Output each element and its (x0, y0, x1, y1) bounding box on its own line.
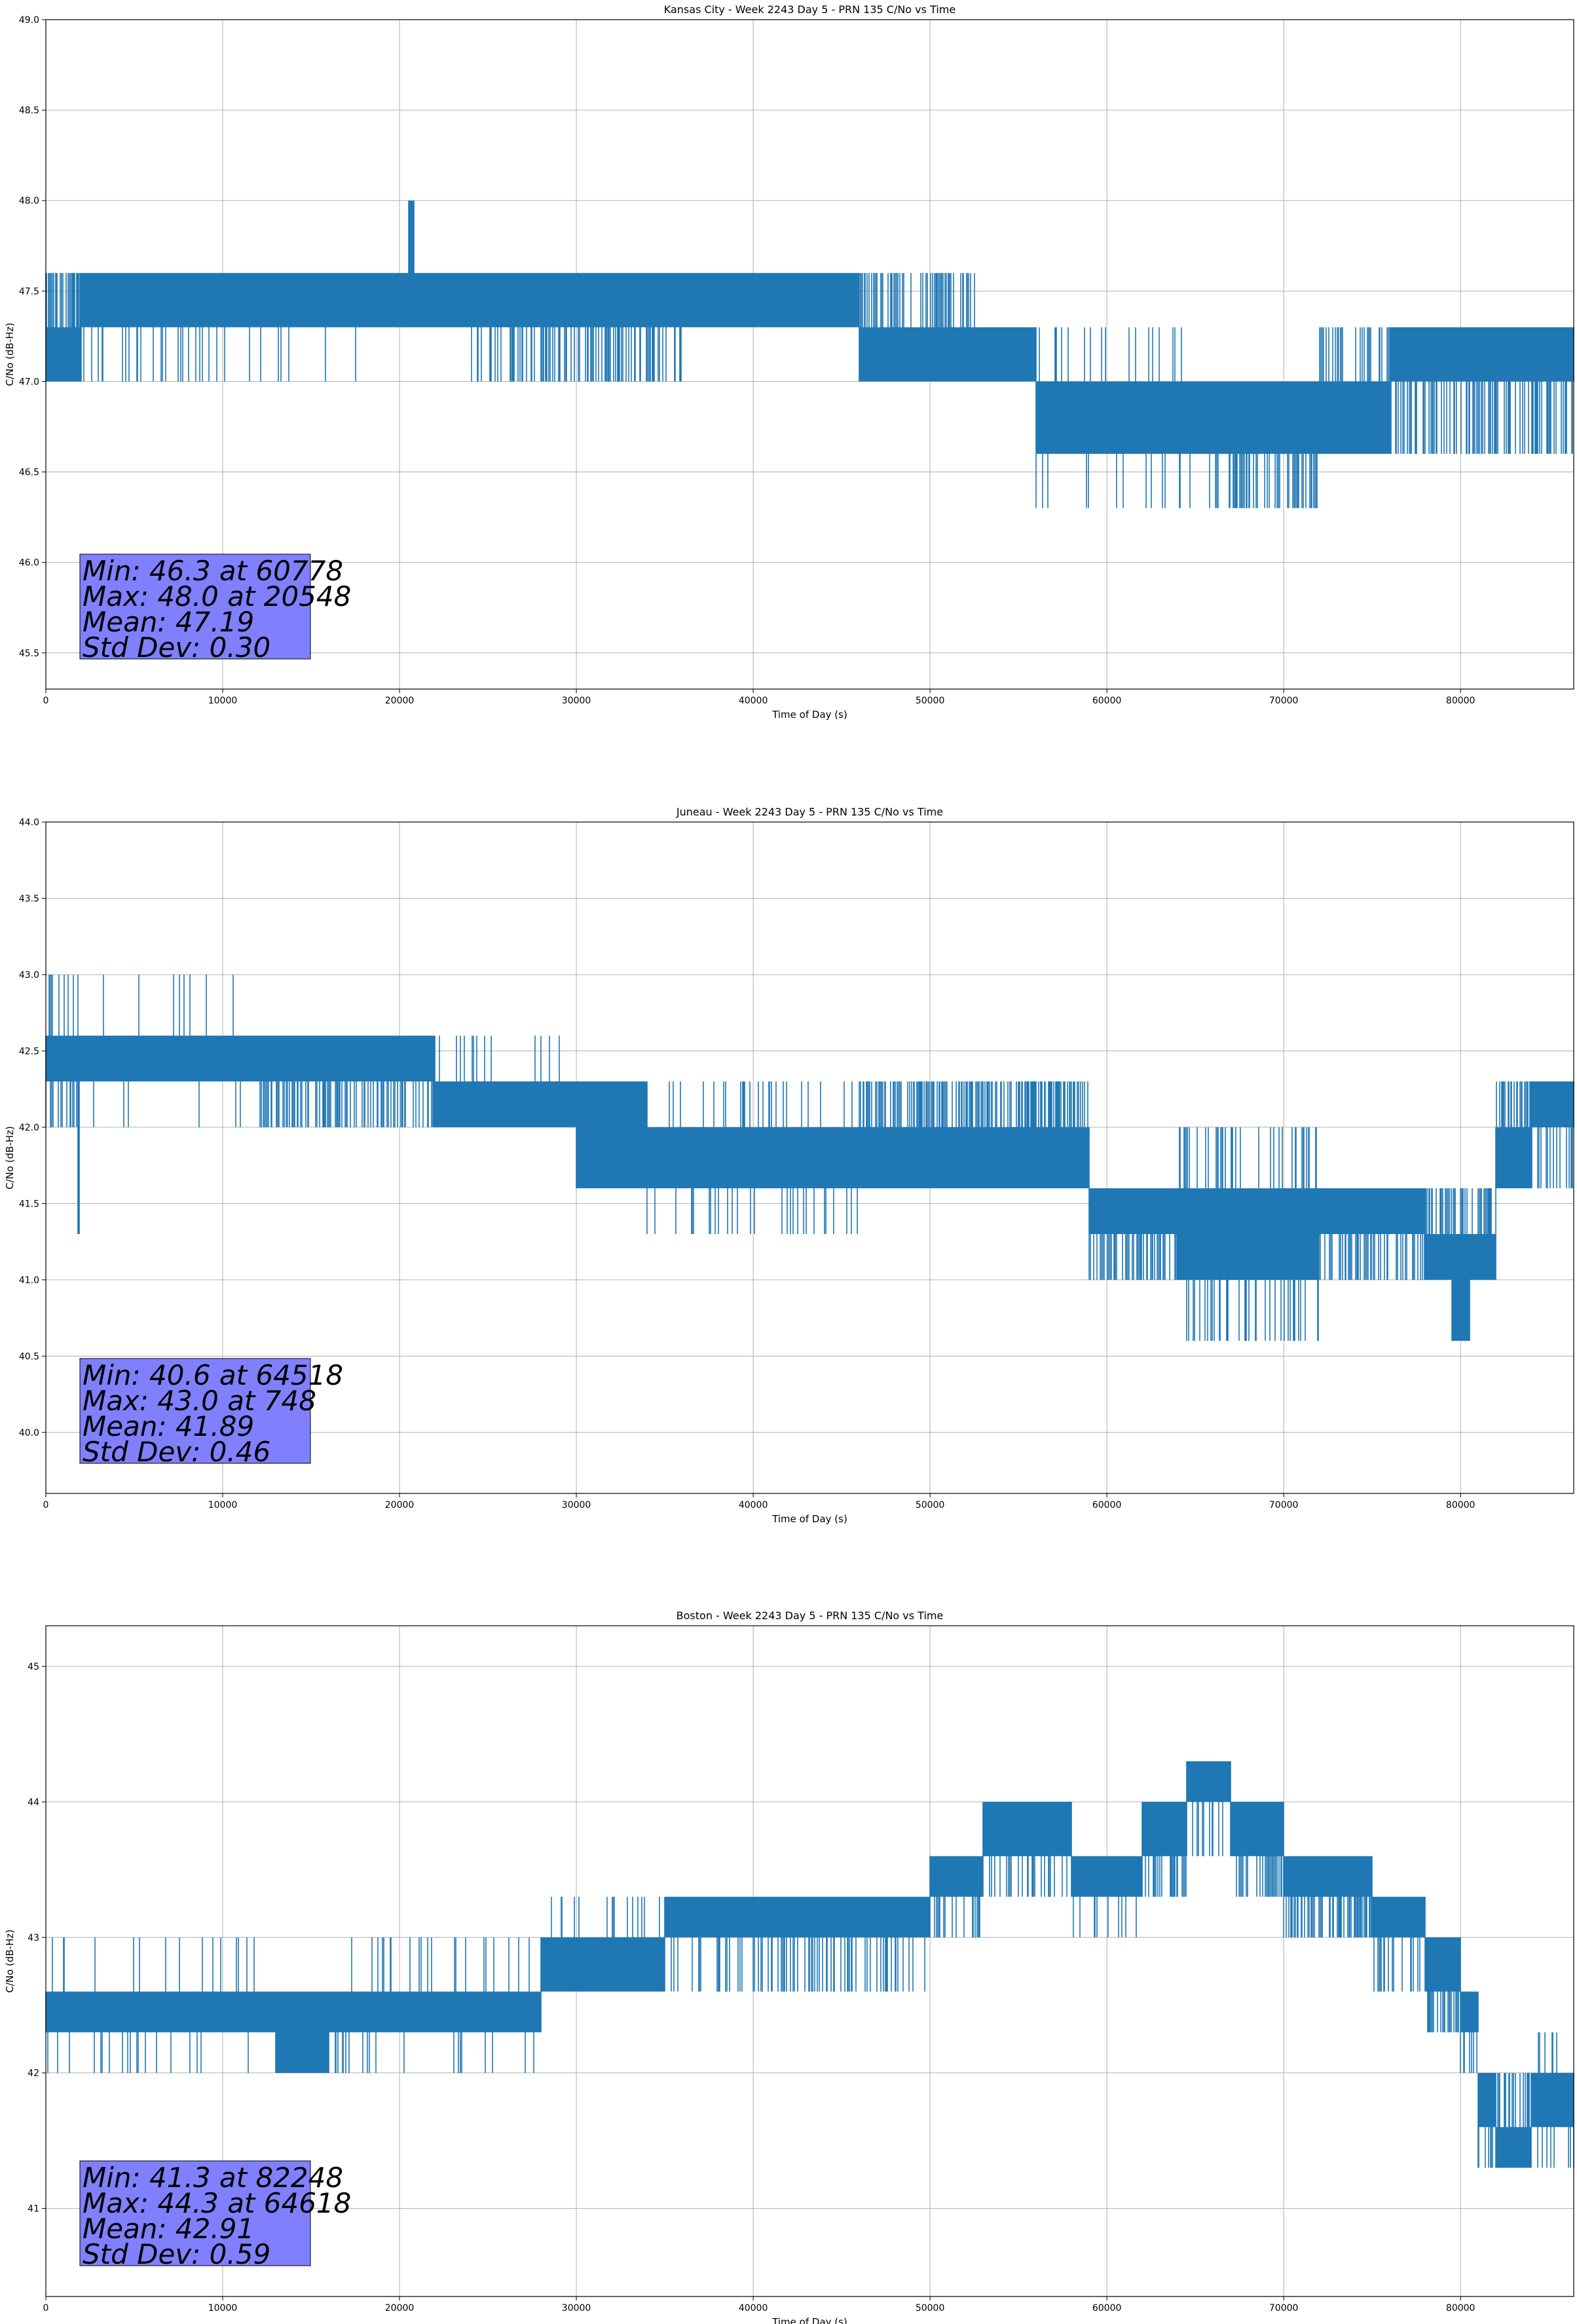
y-tick-label: 48.5 (19, 105, 39, 116)
stats-line: Max: 43.0 at 748 (83, 1385, 316, 1417)
x-tick-label: 10000 (208, 1500, 238, 1510)
x-tick-label: 30000 (562, 696, 591, 706)
x-tick-label: 30000 (562, 2303, 591, 2314)
cno-series-line (45, 1761, 1574, 2168)
stats-box (79, 2160, 311, 2266)
x-tick-label: 60000 (1092, 1500, 1122, 1510)
stats-line: Std Dev: 0.30 (83, 631, 270, 664)
y-tick-label: 46.5 (19, 468, 39, 478)
cno-series-line (45, 200, 1574, 508)
x-tick-label: 60000 (1092, 2303, 1122, 2314)
chart-1: 0 10000 20000 30000 40000 50000 60000 70000 8000… (4, 806, 1574, 1525)
y-tick-label: 42 (28, 2069, 39, 2079)
y-tick-label: 45.5 (19, 648, 39, 659)
x-tick-label: 70000 (1269, 2303, 1299, 2314)
y-tick-label: 49.0 (19, 15, 39, 26)
x-tick-label: 60000 (1092, 696, 1122, 706)
x-axis-label: Time of Day (s) (771, 709, 847, 721)
x-tick-label: 0 (43, 1500, 49, 1510)
y-tick-label: 44 (28, 1797, 39, 1808)
plot-frame (45, 821, 1574, 1494)
y-tick-label: 45 (28, 1662, 39, 1672)
x-tick-label: 30000 (562, 1500, 591, 1510)
stats-box (79, 1358, 311, 1464)
x-tick-label: 50000 (916, 2303, 945, 2314)
y-tick-label: 41 (28, 2204, 39, 2215)
stats-line: Min: 40.6 at 64518 (83, 1359, 343, 1391)
x-tick-label: 20000 (385, 696, 415, 706)
stats-line: Max: 44.3 at 64618 (83, 2187, 351, 2219)
x-tick-label: 10000 (208, 696, 238, 706)
x-tick-label: 40000 (739, 1500, 768, 1510)
x-tick-label: 0 (43, 2303, 49, 2314)
stats-line: Mean: 41.89 (83, 1410, 254, 1442)
stats-line: Mean: 42.91 (83, 2213, 254, 2245)
x-tick-label: 80000 (1446, 696, 1475, 706)
y-tick-label: 48.0 (19, 196, 39, 206)
x-tick-label: 10000 (208, 2303, 238, 2314)
y-tick-label: 46.0 (19, 558, 39, 569)
x-tick-label: 80000 (1446, 2303, 1475, 2314)
x-tick-label: 70000 (1269, 1500, 1299, 1510)
y-axis-label: C/No (dB-Hz) (4, 323, 16, 386)
plot-frame (45, 1625, 1574, 2297)
y-tick-label: 47.5 (19, 286, 39, 297)
stats-line: Mean: 47.19 (83, 606, 254, 638)
x-axis-label: Time of Day (s) (771, 1513, 847, 1525)
stats-line: Std Dev: 0.59 (83, 2238, 270, 2270)
y-tick-label: 41.5 (19, 1199, 39, 1209)
cno-series-line (45, 975, 1574, 1341)
chart-title: Juneau - Week 2243 Day 5 - PRN 135 C/No … (676, 806, 943, 818)
chart-2: 0 10000 20000 30000 40000 50000 60000 70000 8000… (4, 1609, 1574, 2324)
y-tick-label: 40.5 (19, 1351, 39, 1362)
y-tick-label: 41.0 (19, 1275, 39, 1286)
y-tick-label: 42.5 (19, 1046, 39, 1057)
y-tick-label: 43 (28, 1933, 39, 1943)
y-axis-label: C/No (dB-Hz) (4, 1126, 16, 1190)
x-tick-label: 70000 (1269, 696, 1299, 706)
x-tick-label: 0 (43, 696, 49, 706)
plot-frame (45, 19, 1574, 690)
stats-line: Min: 46.3 at 60778 (83, 555, 343, 587)
stats-box (79, 553, 311, 660)
x-tick-label: 80000 (1446, 1500, 1475, 1510)
x-tick-label: 50000 (916, 1500, 945, 1510)
x-tick-label: 40000 (739, 696, 768, 706)
chart-title: Kansas City - Week 2243 Day 5 - PRN 135 … (664, 3, 955, 16)
y-tick-label: 43.0 (19, 970, 39, 981)
y-tick-label: 47.0 (19, 377, 39, 387)
stats-line: Std Dev: 0.46 (83, 1436, 270, 1468)
x-tick-label: 20000 (385, 1500, 415, 1510)
chart-title: Boston - Week 2243 Day 5 - PRN 135 C/No … (677, 1609, 944, 1622)
y-tick-label: 43.5 (19, 893, 39, 904)
y-tick-label: 42.0 (19, 1123, 39, 1133)
x-tick-label: 20000 (385, 2303, 415, 2314)
stats-line: Max: 48.0 at 20548 (83, 580, 351, 612)
y-tick-label: 40.0 (19, 1428, 39, 1438)
x-axis-label: Time of Day (s) (771, 2316, 847, 2324)
x-tick-label: 40000 (739, 2303, 768, 2314)
y-tick-label: 44.0 (19, 817, 39, 828)
stats-line: Min: 41.3 at 82248 (83, 2162, 343, 2194)
y-axis-label: C/No (dB-Hz) (4, 1930, 16, 1993)
chart-0: 0 10000 20000 30000 40000 50000 60000 70000 8000… (4, 3, 1574, 721)
x-tick-label: 50000 (916, 696, 945, 706)
